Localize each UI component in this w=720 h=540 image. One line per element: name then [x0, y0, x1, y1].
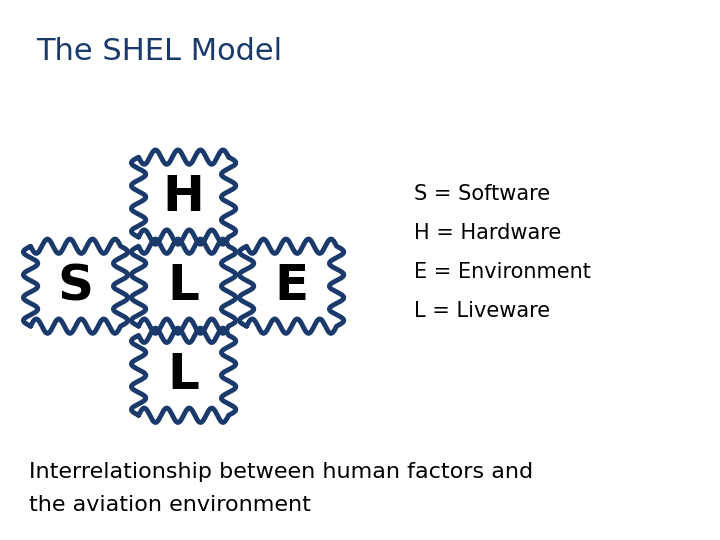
Polygon shape [24, 239, 127, 333]
Text: S: S [58, 262, 94, 310]
Polygon shape [132, 328, 235, 422]
Text: L: L [168, 352, 199, 399]
Text: L = Liveware: L = Liveware [414, 301, 550, 321]
Text: The SHEL Model: The SHEL Model [36, 37, 282, 66]
Text: L: L [168, 262, 199, 310]
Polygon shape [132, 150, 235, 244]
Text: H = Hardware: H = Hardware [414, 223, 562, 244]
Text: E: E [274, 262, 309, 310]
Text: S = Software: S = Software [414, 184, 550, 205]
Text: Interrelationship between human factors and: Interrelationship between human factors … [29, 462, 533, 483]
Polygon shape [132, 239, 235, 333]
Text: the aviation environment: the aviation environment [29, 495, 310, 515]
Polygon shape [240, 239, 343, 333]
Text: H: H [163, 173, 204, 221]
Text: E = Environment: E = Environment [414, 262, 591, 282]
